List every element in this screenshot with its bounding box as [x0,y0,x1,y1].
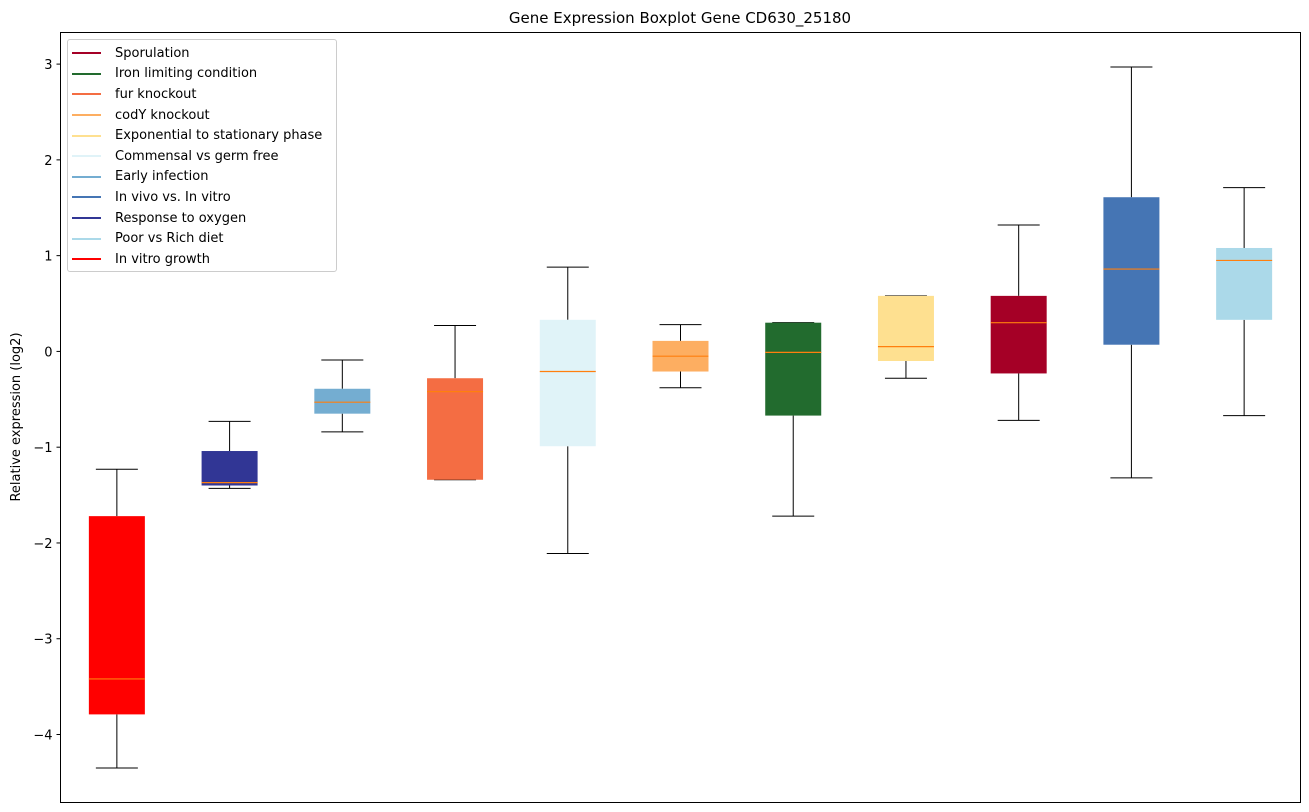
legend-swatch [72,52,101,55]
legend-item: Early infection [68,167,336,188]
legend: Sporulation Iron limiting condition fur kn… [67,39,337,272]
legend-label: In vivo vs. In vitro [115,189,231,205]
legend-item: Sporulation [68,43,336,64]
box-body [1216,247,1273,320]
box-body [765,322,822,416]
legend-label: Early infection [115,169,209,185]
legend-item: Exponential to stationary phase [68,125,336,146]
box-response-to-oxygen [201,420,258,489]
y-tick-label: 3 [44,58,52,73]
box-body [1103,197,1160,345]
legend-label: Response to oxygen [115,210,247,226]
legend-label: fur knockout [115,86,197,102]
legend-swatch [72,93,101,96]
legend-label: Commensal vs germ free [115,148,279,164]
box-body [990,295,1047,374]
legend-swatch [72,196,101,199]
legend-item: Poor vs Rich diet [68,228,336,249]
box-commensal-vs-germ-free [539,266,596,554]
box-cody-knockout [652,324,709,389]
box-sporulation [990,224,1047,421]
box-body [427,378,484,480]
legend-swatch [72,237,101,240]
y-tick-label: 1 [44,250,52,265]
box-poor-vs-rich-diet [1216,187,1273,417]
box-in-vitro-growth [88,468,145,769]
legend-swatch [72,114,101,117]
legend-label: Sporulation [115,45,190,61]
legend-swatch [72,217,101,220]
box-body [201,451,258,486]
box-body [877,295,934,361]
legend-label: In vitro growth [115,251,210,267]
box-body [539,319,596,447]
y-tick-label: −2 [33,537,52,552]
legend-swatch [72,175,101,178]
box-body [88,516,145,715]
legend-item: Commensal vs germ free [68,146,336,167]
legend-item: codY knockout [68,105,336,126]
legend-item: In vitro growth [68,249,336,270]
legend-swatch [72,72,101,75]
legend-label: Iron limiting condition [115,66,258,82]
plot-area-frame [60,32,1301,803]
legend-swatch [72,258,101,261]
box-body [314,388,371,414]
y-tick-label: −3 [33,633,52,648]
box-exponential-to-stationary-phase [877,295,934,379]
y-axis-label: Relative expression (log2) [9,332,24,501]
legend-item: Response to oxygen [68,208,336,229]
box-in-vivo-vs-in-vitro [1103,66,1160,479]
legend-item: fur knockout [68,84,336,105]
legend-item: In vivo vs. In vitro [68,187,336,208]
legend-item: Iron limiting condition [68,64,336,85]
y-tick-label: −1 [33,441,52,456]
y-tick-label: −4 [33,729,52,744]
legend-label: Exponential to stationary phase [115,128,323,144]
legend-swatch [72,134,101,137]
y-tick-label: 2 [44,154,52,169]
legend-label: Poor vs Rich diet [115,231,224,247]
box-early-infection [314,359,371,433]
box-fur-knockout [427,325,484,481]
chart-title: Gene Expression Boxplot Gene CD630_25180 [509,9,851,28]
y-tick-label: 0 [44,345,52,360]
legend-swatch [72,155,101,158]
box-iron-limiting-condition [765,322,822,517]
legend-label: codY knockout [115,107,210,123]
